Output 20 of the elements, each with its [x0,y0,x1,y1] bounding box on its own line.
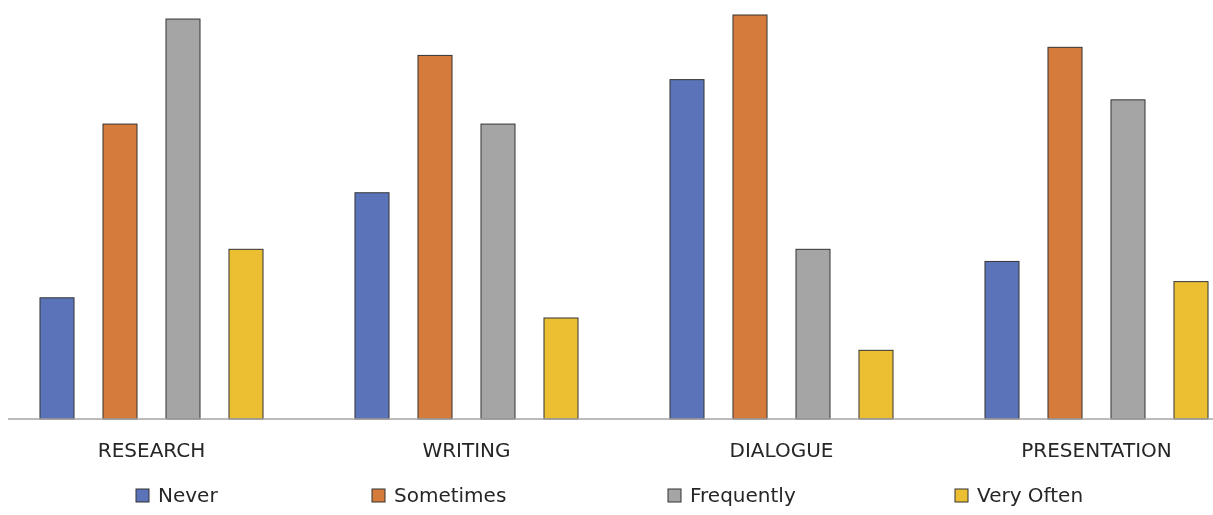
x-tick-label: RESEARCH [97,438,206,462]
x-tick-label: PRESENTATION [1021,438,1172,462]
bar [1173,281,1209,420]
legend-label: Frequently [690,483,796,507]
x-tick-label: WRITING [422,438,511,462]
bar [354,192,390,420]
x-tick-label: DIALOGUE [729,438,834,462]
bar [543,317,579,420]
bar [1047,46,1083,420]
legend-label: Very Often [977,483,1084,507]
legend-label: Sometimes [394,483,507,507]
bar [732,14,768,420]
bar [669,79,705,420]
bar [228,248,264,420]
bar [39,297,75,420]
bar [984,260,1020,420]
bar [858,349,894,420]
bar [417,54,453,420]
legend-label: Never [158,483,219,507]
bar [102,123,138,420]
